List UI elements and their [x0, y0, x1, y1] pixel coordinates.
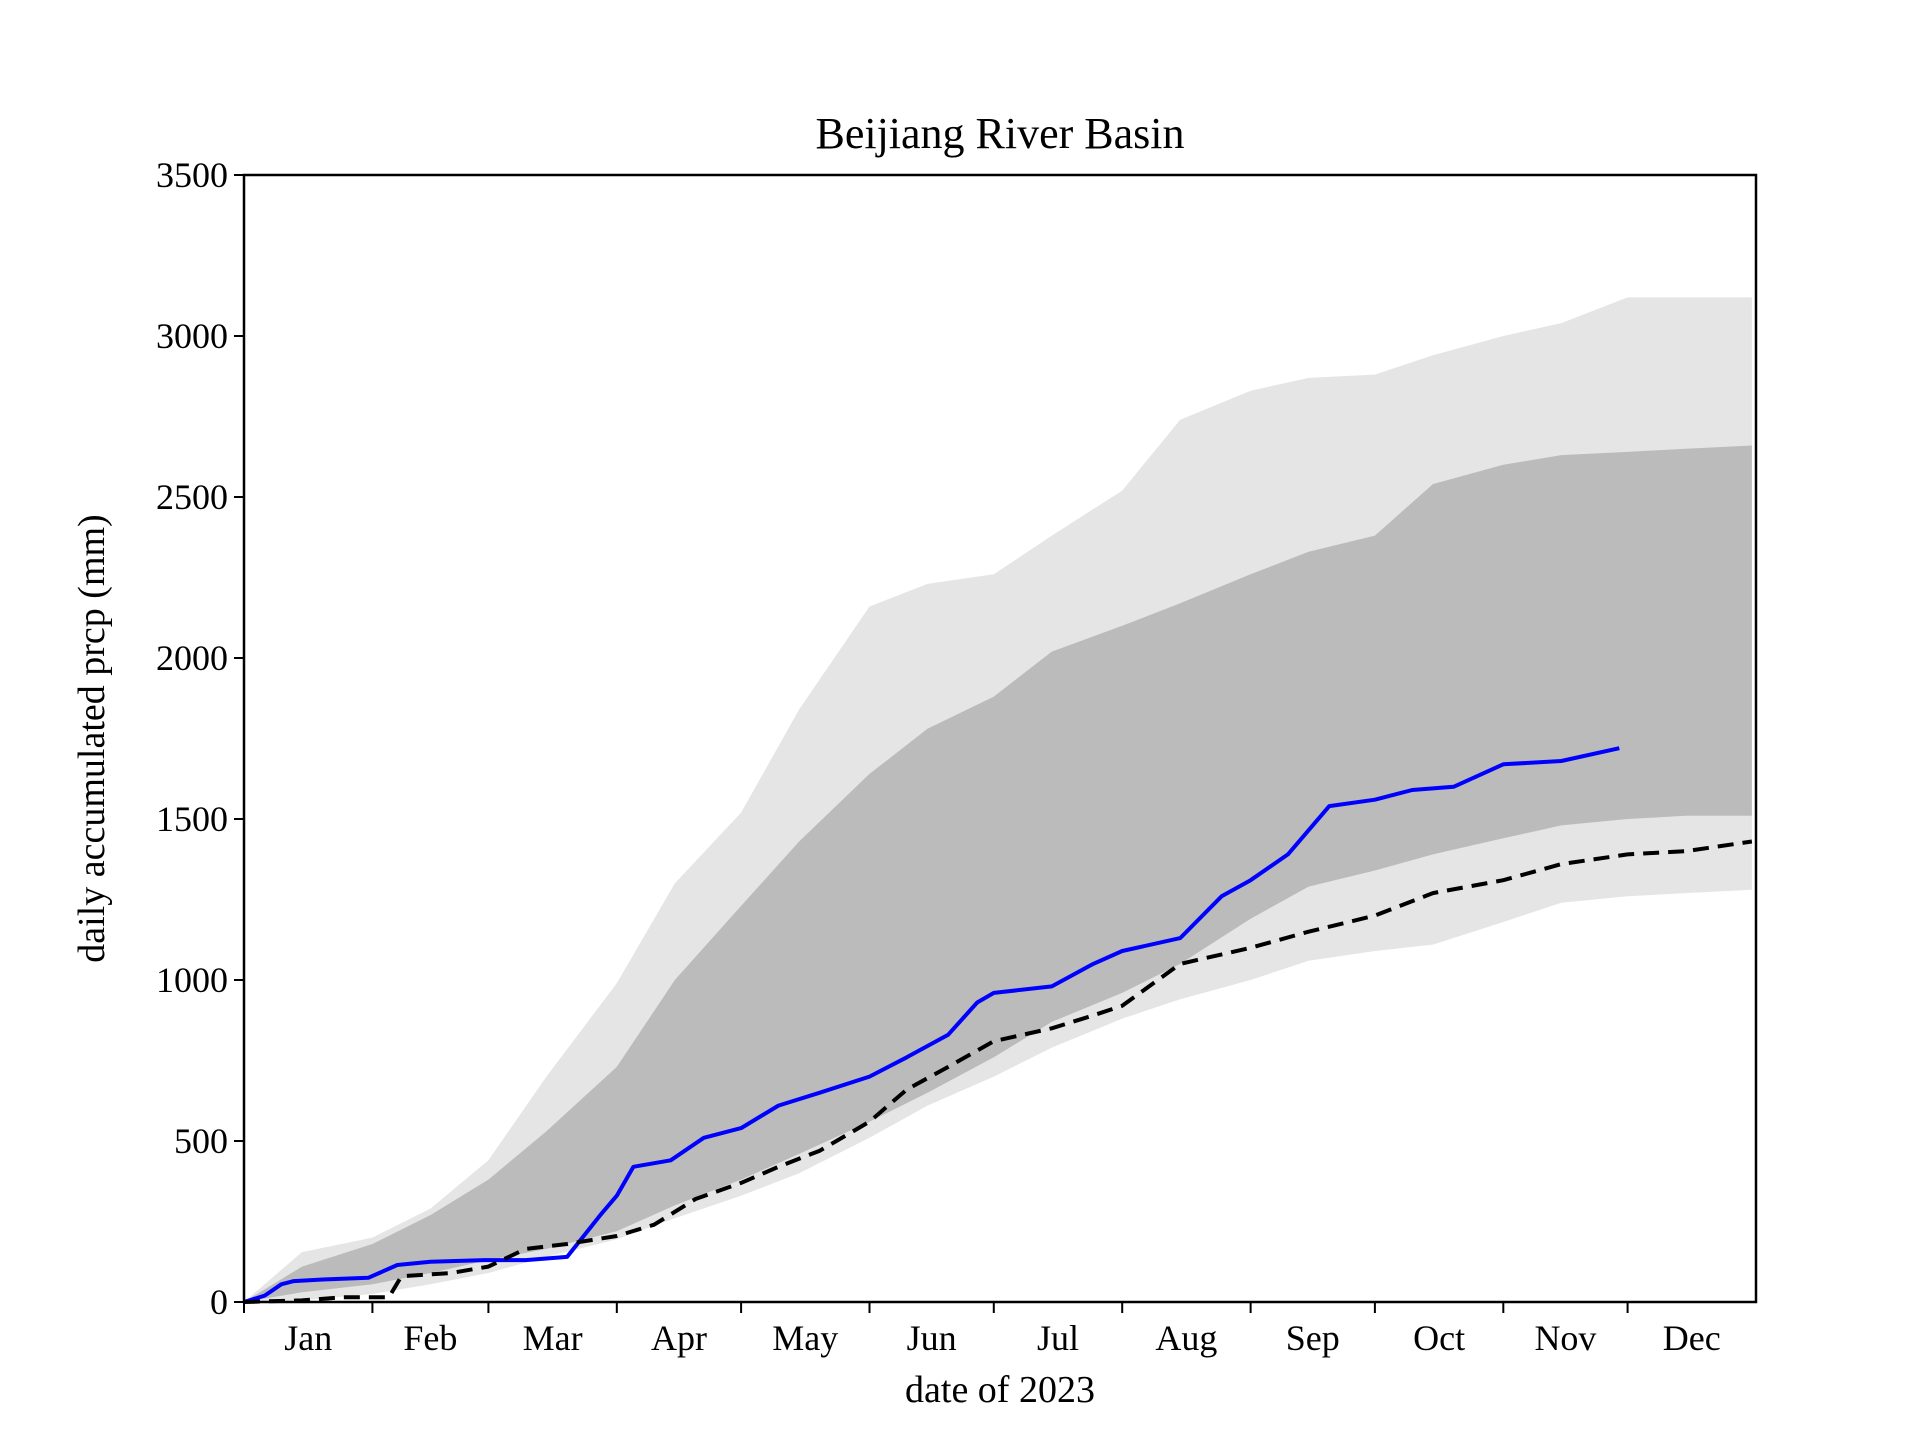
- x-axis-label: date of 2023: [905, 1369, 1095, 1411]
- y-tick-label: 2000: [156, 638, 228, 678]
- series-lines: [243, 746, 1753, 1304]
- percentile-band-2: [244, 445, 1752, 1302]
- x-tick-label: Dec: [1663, 1318, 1721, 1358]
- x-tick-label: Mar: [523, 1318, 583, 1358]
- y-axis-label: daily accumulated prcp (mm): [71, 514, 113, 962]
- percentile-bands: [244, 297, 1752, 1302]
- x-tick-label: Aug: [1155, 1318, 1217, 1358]
- x-tick-label: Sep: [1286, 1318, 1340, 1358]
- chart-title: Beijiang River Basin: [815, 109, 1184, 158]
- y-axis-ticks: 0 500 1000 1500 2000 2500 3000 3500: [156, 155, 244, 1322]
- y-tick-label: 0: [210, 1282, 228, 1322]
- solid-series-line-1: [243, 746, 1620, 1304]
- x-tick-label: Nov: [1534, 1318, 1596, 1358]
- y-tick-label: 3500: [156, 155, 228, 195]
- x-tick-label: Jan: [284, 1318, 332, 1358]
- x-tick-label: May: [772, 1318, 838, 1358]
- x-tick-label: Feb: [403, 1318, 457, 1358]
- y-tick-label: 2500: [156, 477, 228, 517]
- y-tick-label: 3000: [156, 316, 228, 356]
- y-tick-label: 500: [174, 1121, 228, 1161]
- x-tick-label: Oct: [1413, 1318, 1465, 1358]
- plot-frame: [242, 173, 1758, 1304]
- x-tick-label: Jul: [1037, 1318, 1079, 1358]
- x-tick-label: Jun: [907, 1318, 957, 1358]
- y-tick-label: 1000: [156, 960, 228, 1000]
- x-tick-label: Apr: [651, 1318, 707, 1358]
- x-axis-ticks: Jan Feb Mar Apr May Jun Jul Aug Sep Oct Nov Dec: [243, 1302, 1721, 1358]
- y-tick-label: 1500: [156, 799, 228, 839]
- dashed-series-line-2: [243, 839, 1753, 1304]
